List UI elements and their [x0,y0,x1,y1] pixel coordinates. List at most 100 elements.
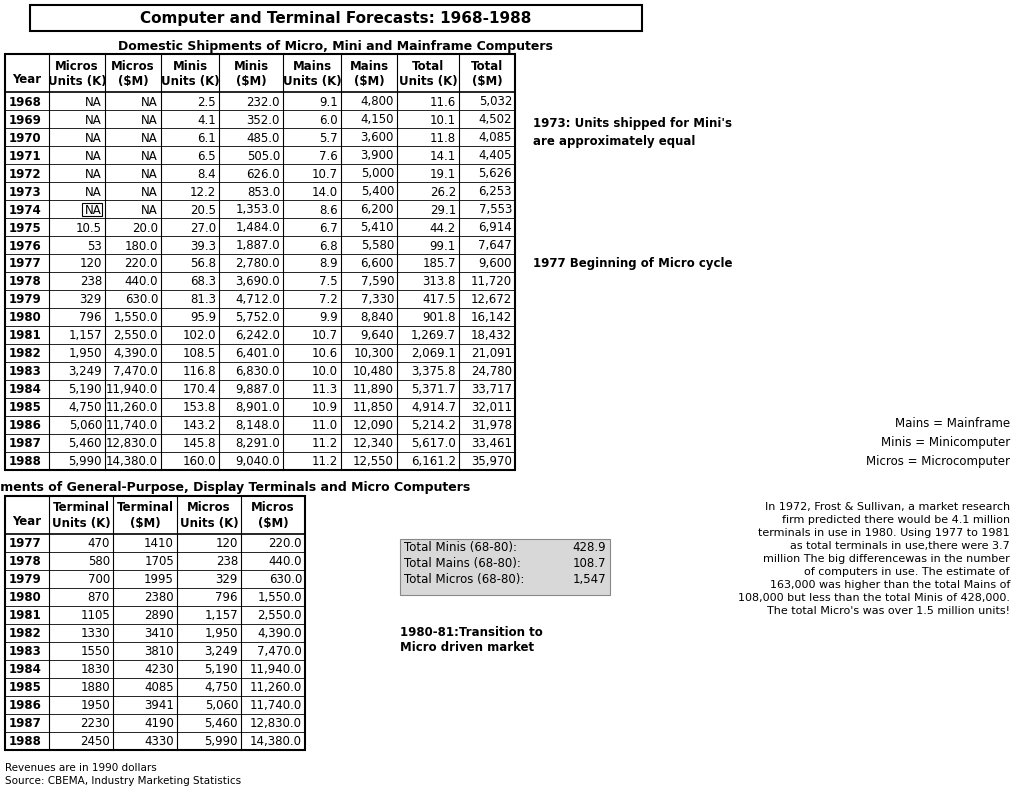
Text: 630.0: 630.0 [268,573,302,585]
Text: 4190: 4190 [144,716,174,730]
Text: 1,550.0: 1,550.0 [257,591,302,604]
Text: 220.0: 220.0 [268,537,302,550]
Bar [5,55,515,471]
Text: Source: CBEMA, Industry Marketing Statistics: Source: CBEMA, Industry Marketing Statis… [5,775,241,785]
Text: 33,461: 33,461 [471,437,512,450]
Text: 626.0: 626.0 [246,167,280,181]
Text: 11.6: 11.6 [430,96,456,108]
Text: 153.8: 153.8 [183,401,216,414]
Text: 12.2: 12.2 [190,185,216,198]
Text: NA: NA [141,185,158,198]
Text: NA: NA [141,149,158,162]
Text: 9,600: 9,600 [479,257,512,270]
Text: 6,161.2: 6,161.2 [411,455,456,468]
Text: 7.2: 7.2 [319,293,338,306]
Text: 580: 580 [87,555,110,568]
Text: 5,460: 5,460 [204,716,238,730]
Text: Terminal
($M): Terminal ($M) [117,501,174,530]
Text: 180.0: 180.0 [125,239,158,252]
Text: 3,600: 3,600 [361,132,394,145]
Text: 1988: 1988 [9,455,42,468]
Text: 14,380.0: 14,380.0 [250,735,302,748]
Text: 4,800: 4,800 [361,96,394,108]
Text: 2,550.0: 2,550.0 [114,329,158,342]
Text: 14.1: 14.1 [430,149,456,162]
Text: million The big differencewas in the number: million The big differencewas in the num… [763,553,1010,563]
Text: 9.1: 9.1 [319,96,338,108]
Text: 12,090: 12,090 [353,419,394,432]
Text: 11,720: 11,720 [470,275,512,288]
Text: NA: NA [141,113,158,126]
Text: 16,142: 16,142 [470,311,512,324]
Text: firm predicted there would be 4.1 million: firm predicted there would be 4.1 millio… [782,515,1010,524]
Text: 4330: 4330 [144,735,174,748]
Text: 102.0: 102.0 [183,329,216,342]
Text: 1985: 1985 [9,401,42,414]
Text: 4.1: 4.1 [197,113,216,126]
Text: NA: NA [141,167,158,181]
Text: 3810: 3810 [144,645,174,658]
Text: 160.0: 160.0 [183,455,216,468]
Text: 7.6: 7.6 [319,149,338,162]
Text: 5.7: 5.7 [319,132,338,145]
Text: 2380: 2380 [144,591,174,604]
Text: 1981: 1981 [9,609,42,622]
Text: 8,901.0: 8,901.0 [236,401,280,414]
Text: NA: NA [85,167,102,181]
Text: 1830: 1830 [80,662,110,675]
Text: 352.0: 352.0 [247,113,280,126]
Text: 505.0: 505.0 [247,149,280,162]
Text: 7,553: 7,553 [479,203,512,216]
Text: 1986: 1986 [9,419,42,432]
Text: 24,780: 24,780 [471,365,512,378]
Text: 95.9: 95.9 [190,311,216,324]
Text: 4085: 4085 [144,681,174,694]
Text: 10.9: 10.9 [312,401,338,414]
Text: Micro driven market: Micro driven market [400,640,534,653]
Text: 3,249: 3,249 [68,365,102,378]
Text: 1,484.0: 1,484.0 [236,221,280,234]
Text: Total
($M): Total ($M) [470,59,503,88]
Text: 10.1: 10.1 [430,113,456,126]
Text: 4,750: 4,750 [68,401,102,414]
Text: Revenues are in 1990 dollars: Revenues are in 1990 dollars [5,762,156,772]
Text: 8,148.0: 8,148.0 [236,419,280,432]
Text: Total Mains (68-80):: Total Mains (68-80): [404,556,521,570]
Text: Micros
Units (K): Micros Units (K) [180,501,239,530]
Text: 10.5: 10.5 [76,221,102,234]
Text: 3,249: 3,249 [204,645,238,658]
Text: 3,900: 3,900 [361,149,394,162]
Text: 7,470.0: 7,470.0 [113,365,158,378]
Text: 185.7: 185.7 [423,257,456,270]
Text: 1984: 1984 [9,662,42,675]
Text: 4,750: 4,750 [204,681,238,694]
Text: 12,340: 12,340 [353,437,394,450]
Text: 9.9: 9.9 [319,311,338,324]
Text: 3,375.8: 3,375.8 [411,365,456,378]
Text: Micros
($M): Micros ($M) [111,59,154,88]
Text: 1979: 1979 [9,293,42,306]
Text: 19.1: 19.1 [430,167,456,181]
Text: 11,940.0: 11,940.0 [250,662,302,675]
Text: 5,580: 5,580 [361,239,394,252]
Bar [82,203,102,216]
Text: 6,242.0: 6,242.0 [235,329,280,342]
Text: 5,626: 5,626 [479,167,512,181]
Text: The total Micro's was over 1.5 million units!: The total Micro's was over 1.5 million u… [767,605,1010,615]
Text: 145.8: 145.8 [183,437,216,450]
Text: NA: NA [141,96,158,108]
Text: 4,390.0: 4,390.0 [114,347,158,360]
Text: 2,069.1: 2,069.1 [411,347,456,360]
Text: 11,940.0: 11,940.0 [106,383,158,396]
Text: 1982: 1982 [9,626,42,640]
Text: Mains
($M): Mains ($M) [350,59,388,88]
Text: NA: NA [85,203,102,216]
Text: 5,060: 5,060 [204,699,238,711]
Text: 1995: 1995 [144,573,174,585]
Text: 329: 329 [79,293,102,306]
Text: 12,550: 12,550 [354,455,394,468]
Text: 8.6: 8.6 [319,203,338,216]
Text: 1977: 1977 [9,257,42,270]
Text: Domestic Shipments of General-Purpose, Display Terminals and Micro Computers: Domestic Shipments of General-Purpose, D… [0,480,470,493]
Text: 1988: 1988 [9,735,42,748]
